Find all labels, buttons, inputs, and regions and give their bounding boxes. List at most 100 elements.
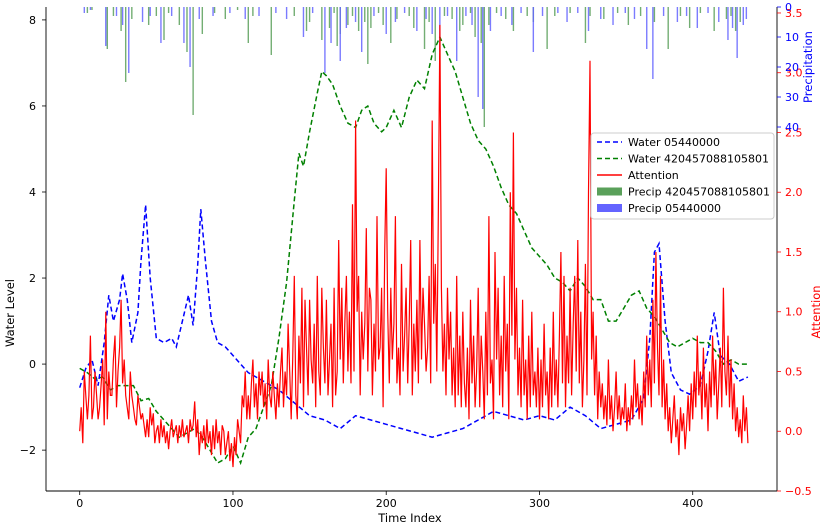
- precip-bar: [612, 7, 614, 25]
- precip-bar: [696, 7, 699, 28]
- precip-bar: [505, 7, 507, 19]
- precip-bar: [285, 7, 288, 19]
- precip-bar: [546, 7, 548, 49]
- legend-label: Water 05440000: [628, 136, 720, 149]
- precip-bar: [520, 7, 522, 13]
- precip-bar: [633, 7, 636, 19]
- legend-label: Water 420457088105801: [628, 153, 769, 166]
- precip-bar: [86, 7, 89, 13]
- precip-bar: [244, 7, 246, 19]
- precip-bar: [328, 7, 331, 28]
- precip-bar: [718, 7, 720, 22]
- precip-bar: [270, 7, 272, 55]
- precip-bar: [390, 7, 392, 43]
- precip-bar: [330, 7, 332, 43]
- precip-bar: [554, 7, 556, 16]
- x-tick-label: 300: [529, 497, 550, 510]
- precip-bar: [121, 7, 124, 25]
- precip-bar: [489, 7, 492, 31]
- precip-bar: [229, 7, 231, 13]
- precip-bar: [189, 7, 191, 67]
- y-tick-label-left: 4: [29, 186, 36, 199]
- precip-bar: [385, 7, 387, 34]
- precip-bar: [120, 7, 122, 31]
- y-axis-label-left: Water Level: [3, 279, 17, 347]
- precip-bar: [511, 7, 513, 25]
- precip-bar: [526, 7, 528, 16]
- water-05440000-line: [78, 204, 749, 438]
- legend-label: Precip 05440000: [628, 202, 721, 215]
- precip-bar: [603, 7, 605, 19]
- precip-bar: [115, 7, 118, 16]
- precip-bar: [624, 7, 626, 13]
- precip-bar: [183, 7, 185, 43]
- precip-bar: [653, 7, 656, 22]
- precip-bar: [434, 7, 436, 61]
- precip-bar: [462, 7, 464, 25]
- y-tick-label-left: 0: [29, 358, 36, 371]
- precip-bar: [423, 7, 426, 49]
- precip-bar: [258, 7, 260, 16]
- precip-bar: [364, 7, 366, 22]
- precip-bar: [293, 7, 295, 16]
- y-tick-label-attention: 2.5: [785, 126, 803, 139]
- y-tick-label-left: 2: [29, 272, 36, 285]
- precip-bar: [742, 7, 744, 25]
- precip-bar: [155, 7, 158, 16]
- y-axis-label-attention: Attention: [809, 285, 823, 338]
- y-tick-label-precip: 20: [785, 61, 799, 74]
- precip-bar: [532, 7, 535, 52]
- precip-bar: [557, 7, 559, 13]
- precip-bar: [495, 7, 498, 13]
- precip-bar: [252, 7, 254, 16]
- precip-bar: [734, 7, 737, 31]
- precip-bar: [192, 7, 194, 115]
- precip-bar: [584, 7, 587, 43]
- y-tick-label-attention: 2.0: [785, 186, 803, 199]
- precip-bar: [394, 7, 397, 22]
- precip-bar: [662, 7, 665, 16]
- legend-label: Precip 420457088105801: [628, 186, 770, 199]
- precip-bar: [321, 7, 323, 40]
- precip-bar: [124, 7, 127, 82]
- precip-bar: [186, 7, 188, 52]
- precip-bar: [247, 7, 249, 43]
- attention-line: [79, 24, 749, 468]
- precip-bar: [745, 7, 748, 19]
- x-tick-label: 400: [682, 497, 703, 510]
- precip-bar: [308, 7, 311, 22]
- precip-bar: [425, 7, 427, 19]
- precip-bar: [201, 7, 204, 34]
- precip-bar: [541, 7, 544, 16]
- precip-bar: [512, 7, 515, 31]
- y-tick-label-precip: 40: [785, 121, 799, 134]
- precip-bar: [482, 7, 484, 109]
- legend-box: [590, 132, 775, 220]
- precip-bar: [213, 7, 216, 13]
- precip-bar: [480, 7, 482, 43]
- precip-bar: [275, 7, 277, 13]
- precip-bar: [149, 7, 151, 16]
- precip-bar: [89, 7, 92, 10]
- precip-bar: [483, 7, 485, 127]
- precip-bar: [488, 7, 490, 25]
- precip-bar: [345, 7, 348, 28]
- y-tick-label-left: 6: [29, 100, 36, 113]
- precip-bar: [589, 7, 591, 16]
- precip-bar: [91, 7, 93, 10]
- precip-bar: [147, 7, 150, 25]
- precip-bar: [382, 7, 384, 25]
- y-tick-label-attention: 3.0: [785, 67, 803, 80]
- precip-bar: [685, 7, 688, 16]
- precip-bar: [305, 7, 308, 31]
- y-tick-label-left: 8: [29, 14, 36, 27]
- precip-bar: [646, 7, 648, 49]
- precip-bar: [178, 7, 181, 25]
- precip-bar: [377, 7, 380, 13]
- legend-swatch: [597, 204, 622, 212]
- precip-bar: [451, 7, 453, 19]
- precip-bar: [443, 7, 446, 16]
- y-tick-label-precip: 0: [785, 1, 792, 14]
- y-tick-label-precip: 10: [785, 31, 799, 44]
